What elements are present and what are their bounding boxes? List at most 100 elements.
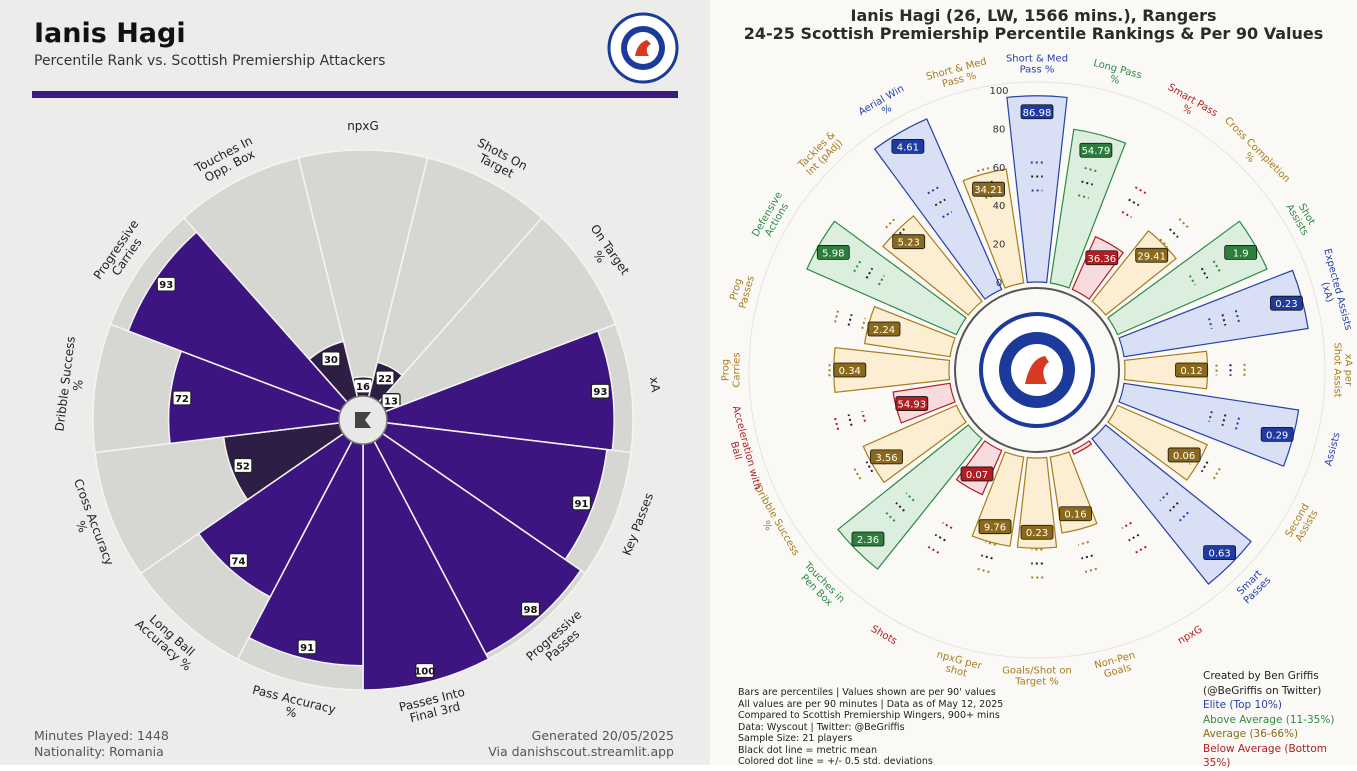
category-label: Passes IntoFinal 3rd (398, 685, 470, 727)
metric-label: DefensiveActions (750, 190, 794, 244)
metric-label: Non-PenGoals (1093, 650, 1139, 682)
value-badge (156, 276, 176, 292)
per90-badge (833, 362, 867, 378)
pizza-track (297, 149, 429, 421)
metric-label: npxG pershot (933, 649, 984, 682)
metric-label: xA perShot Assist (1332, 342, 1354, 397)
mean-dot-line (1134, 545, 1147, 554)
pizza-slice (197, 419, 364, 598)
radial-bar (863, 305, 956, 358)
mean-dot-line (1221, 414, 1227, 426)
note-line: All values are per 90 minutes | Data as … (738, 698, 1004, 710)
value-label: 93 (159, 280, 173, 291)
mean-dot-line (1159, 238, 1169, 248)
value-label: 16 (356, 382, 370, 393)
per90-value: 4.61 (897, 142, 919, 153)
legend-below-average: Below Average (Bottom 35%) (1203, 742, 1327, 770)
per90-badge (870, 449, 903, 465)
mean-dot-line (1121, 210, 1132, 219)
metric-label: Dribble Success% (742, 483, 801, 563)
mean-dot-line (1169, 502, 1179, 512)
per90-value: 5.23 (898, 238, 920, 249)
value-label: 22 (378, 374, 392, 385)
note-line: Bars are percentiles | Values shown are … (738, 687, 996, 698)
scale-label: 0 (996, 278, 1002, 289)
mean-dot-line (895, 502, 905, 512)
mean-dot-line (985, 541, 996, 546)
pizza-slice (362, 419, 582, 656)
per90-value: 54.93 (897, 400, 926, 411)
mean-dot-line (1128, 533, 1140, 542)
mean-dot-line (1169, 228, 1179, 238)
per90-badge (1059, 506, 1092, 522)
mean-dot-line (833, 417, 840, 430)
mean-dot-line (985, 194, 996, 199)
value-label: 100 (414, 667, 435, 678)
note-line: Data: Wyscout | Twitter: @BeGriffis (738, 721, 905, 733)
scale-label: 20 (993, 240, 1006, 251)
mean-dot-line (1084, 567, 1097, 574)
mean-dot-line (1121, 521, 1132, 530)
category-label: npxG (347, 119, 379, 133)
per90-value: 0.23 (1275, 299, 1297, 310)
mean-dot-line (1078, 541, 1089, 546)
mean-dot-line (861, 411, 866, 422)
per90-badge (895, 396, 929, 411)
per90-value: 36.36 (1087, 254, 1116, 265)
radial-bar (873, 118, 1003, 300)
per90-value: 0.07 (966, 470, 988, 481)
category-label: xA (647, 376, 663, 394)
value-badge (172, 390, 192, 406)
mean-dot-line (847, 314, 853, 326)
rangers-crest-icon (607, 12, 679, 84)
per90-badge (978, 519, 1012, 535)
pizza-track (362, 156, 544, 421)
radial-bar (1123, 350, 1209, 390)
metric-label: ProgPasses (727, 272, 757, 310)
per90-badge (960, 466, 994, 482)
metric-label: Goals/Shot on Target % (1002, 666, 1072, 688)
title-divider (32, 91, 678, 98)
per90-value: 29.41 (1137, 251, 1166, 262)
pizza-track (362, 216, 617, 421)
value-badge (321, 351, 341, 367)
mean-dot-line (942, 521, 953, 530)
minutes-played: Minutes Played: 1448 (34, 728, 169, 743)
note-line: Compared to Scottish Premiership Wingers… (738, 710, 1000, 721)
metric-label: Smart Pass% (1160, 82, 1219, 129)
value-label: 30 (324, 355, 338, 366)
per90-badge (1260, 426, 1294, 442)
radial-bar (1049, 128, 1127, 289)
note-line: Colored dot line = +/- 0.5 std. deviatio… (738, 756, 933, 767)
per90-badge (1224, 244, 1258, 260)
per90-value: 0.16 (1064, 510, 1086, 521)
mean-dot-line (847, 414, 853, 426)
metric-label: Long Pass% (1089, 58, 1143, 92)
mean-dot-line (1208, 318, 1213, 329)
radial-bar (1118, 269, 1309, 358)
radial-bar-chart: 86.98 Short & Med Pass % 54.79 Long Pass% 36.… (721, 54, 1354, 688)
mean-dot-line (865, 461, 874, 473)
mean-dot-line (885, 511, 896, 522)
credits-block: Created by Ben Griffis (@BeGriffis on Tw… (1203, 669, 1357, 771)
mean-dot-line (927, 545, 940, 554)
left-panel: Ianis Hagi Percentile Rank vs. Scottish … (0, 0, 710, 765)
nationality: Nationality: Romania (34, 744, 164, 759)
value-badge (590, 383, 611, 399)
mean-dot-line (861, 318, 866, 329)
metric-label: Aerial Win% (857, 83, 912, 127)
mean-dot-line (1234, 417, 1241, 430)
radial-subtitle: 24-25 Scottish Premiership Percentile Ra… (743, 24, 1324, 43)
per90-value: 0.06 (1173, 451, 1195, 462)
inner-ring (954, 287, 1120, 453)
radial-bar (1118, 382, 1300, 467)
mean-dot-line (905, 492, 915, 502)
mean-dot-line (853, 260, 862, 273)
per90-value: 0.23 (1026, 528, 1048, 539)
mean-dot-line (865, 267, 874, 279)
per90-badge (972, 181, 1005, 197)
source-link[interactable]: Via danishscout.streamlit.app (488, 744, 674, 759)
chart-notes: Bars are percentiles | Values shown are … (738, 687, 1003, 768)
mean-dot-line (977, 166, 990, 173)
category-label: Dribble Success% (52, 336, 90, 434)
